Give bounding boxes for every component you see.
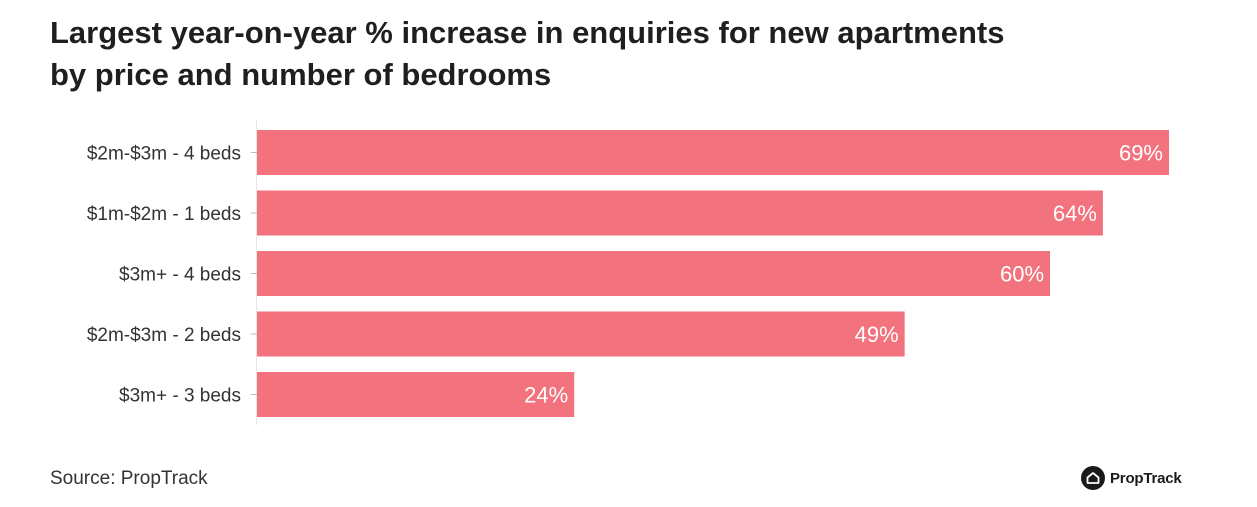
category-label: $1m-$2m - 1 beds	[87, 204, 241, 225]
data-label: 60%	[1000, 262, 1044, 287]
category-label: $3m+ - 4 beds	[119, 265, 241, 286]
category-label: $2m-$3m - 2 beds	[87, 325, 241, 346]
proptrack-logo: PropTrack	[1081, 466, 1182, 490]
data-label: 49%	[855, 322, 899, 347]
house-icon	[1081, 466, 1105, 490]
bar	[257, 251, 1051, 296]
category-label: $2m-$3m - 4 beds	[87, 144, 241, 165]
category-label: $3m+ - 3 beds	[119, 386, 241, 407]
source-note: Source: PropTrack	[50, 468, 208, 489]
chart-title: Largest year-on-year % increase in enqui…	[50, 12, 1230, 96]
data-label: 69%	[1119, 141, 1163, 166]
data-label: 64%	[1053, 201, 1097, 226]
bar	[257, 190, 1103, 236]
proptrack-logo-text: PropTrack	[1110, 469, 1182, 487]
data-label: 24%	[524, 383, 568, 408]
bar	[257, 130, 1169, 175]
bar	[257, 372, 575, 417]
chart-title-line-1: Largest year-on-year % increase in enqui…	[50, 15, 1005, 50]
chart-title-line-2: by price and number of bedrooms	[50, 57, 552, 92]
bar	[257, 311, 905, 357]
